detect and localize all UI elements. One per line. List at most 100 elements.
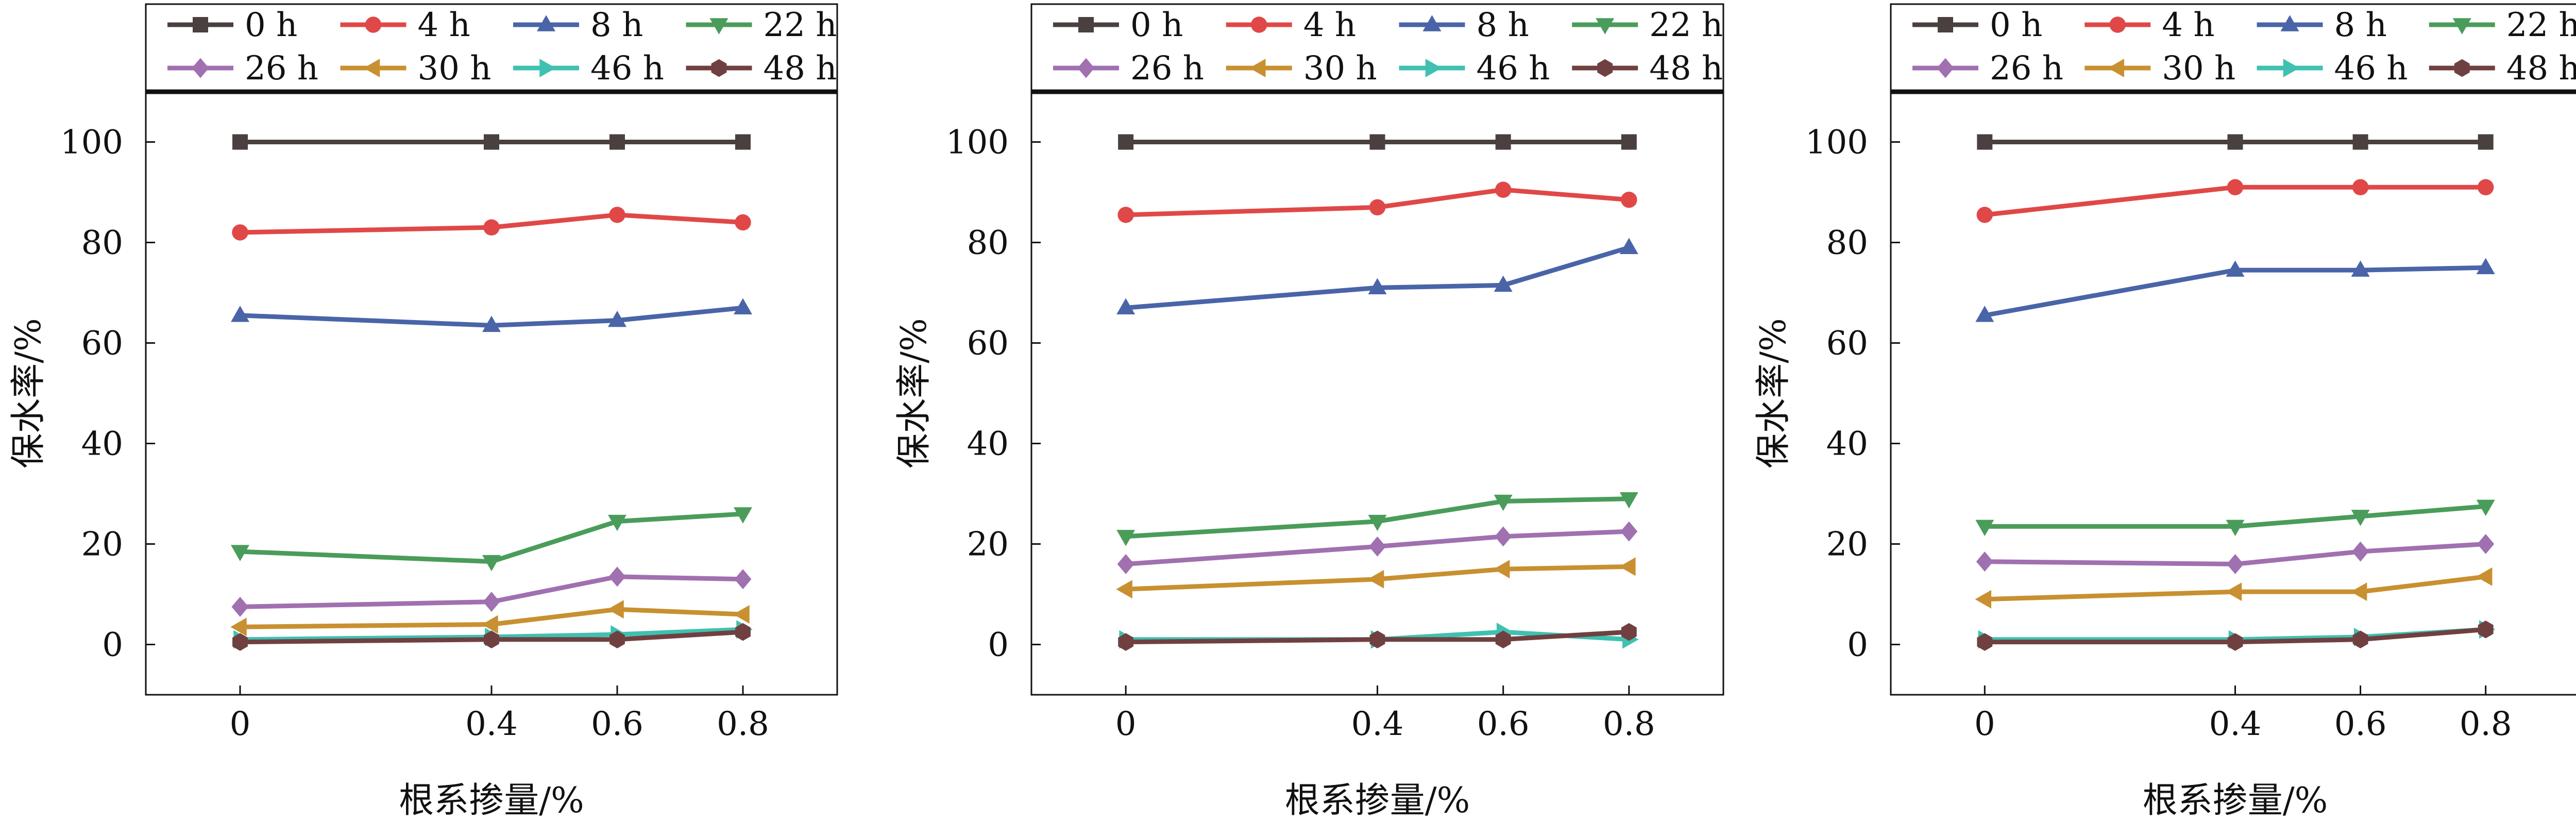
legend-label: 8 h: [2334, 6, 2387, 44]
series-line: [1126, 187, 1630, 217]
legend-item: 22 h: [686, 6, 837, 44]
data-point: [1619, 492, 1638, 509]
legend-item: 26 h: [1912, 49, 2063, 88]
legend-marker: [1425, 59, 1442, 77]
series-line: [240, 574, 743, 609]
legend-item: 46 h: [2257, 49, 2408, 88]
legend-label: 22 h: [2506, 6, 2576, 44]
data-point: [1975, 590, 1992, 609]
y-tick-label: 100: [1805, 124, 1868, 162]
data-point: [1368, 514, 1387, 531]
y-tick-label: 20: [967, 526, 1009, 564]
x-axis-title: 根系掺量/%: [1285, 780, 1470, 820]
data-point: [232, 134, 248, 150]
series-line: [1125, 564, 1629, 592]
y-tick-label: 20: [81, 526, 123, 564]
y-tick-label: 100: [60, 124, 123, 162]
data-point: [2227, 134, 2243, 150]
legend-item: 4 h: [340, 6, 470, 44]
legend-marker: [1937, 58, 1954, 78]
data-point: [1117, 554, 1134, 574]
x-tick-label: 0: [1974, 705, 1995, 743]
series-line: [240, 607, 743, 629]
series-48h: [232, 623, 751, 651]
legend-label: 22 h: [764, 6, 837, 44]
data-point: [1116, 580, 1132, 599]
y-tick-label: 40: [967, 425, 1009, 463]
series-line: [1985, 627, 2486, 645]
data-point: [2352, 134, 2368, 150]
legend-label: 26 h: [245, 49, 318, 88]
legend-label: 46 h: [2334, 49, 2408, 88]
y-tick-label: 100: [946, 124, 1009, 162]
series-4h: [232, 207, 751, 241]
legend-label: 46 h: [590, 49, 664, 88]
data-point: [1976, 207, 1993, 223]
x-axis-title: 根系掺量/%: [2143, 780, 2328, 820]
legend-marker: [1077, 58, 1095, 78]
legend-marker: [2280, 15, 2299, 31]
y-axis-title: 保水率/%: [894, 318, 935, 468]
series-26h: [1117, 521, 1638, 574]
data-point: [2227, 633, 2243, 651]
data-point: [1494, 494, 1513, 511]
legend-label: 48 h: [2506, 49, 2576, 88]
data-point: [734, 298, 752, 314]
data-point: [2476, 258, 2495, 274]
data-point: [2350, 582, 2367, 601]
legend-marker: [539, 59, 556, 77]
data-point: [608, 514, 626, 531]
legend-item: 0 h: [1053, 6, 1183, 44]
series-line: [240, 629, 743, 645]
y-tick-label: 80: [1826, 224, 1868, 262]
x-axis-title: 根系掺量/%: [399, 780, 584, 820]
series-30h: [230, 600, 750, 637]
legend-item: 26 h: [167, 49, 318, 88]
legend-marker: [2283, 59, 2300, 77]
y-axis-title: 保水率/%: [8, 318, 49, 468]
data-point: [2477, 179, 2494, 195]
data-point: [231, 545, 249, 561]
series-4h: [1976, 179, 2494, 223]
data-point: [1975, 306, 1994, 322]
y-tick-label: 0: [1847, 626, 1868, 664]
legend-item: 0 h: [1912, 6, 2042, 44]
y-axis-title: 保水率/%: [1753, 318, 1794, 468]
y-tick-label: 60: [967, 325, 1009, 363]
series-22h: [1116, 492, 1638, 546]
legend-item: 8 h: [513, 6, 643, 44]
legend-marker: [2108, 59, 2124, 77]
series-0h: [1118, 134, 1637, 150]
legend-item: 4 h: [2084, 6, 2215, 44]
legend-item: 8 h: [1399, 6, 1529, 44]
series-8h: [1116, 238, 1638, 314]
data-point: [1620, 521, 1638, 542]
data-point: [1495, 526, 1512, 547]
y-tick-label: 60: [81, 325, 123, 363]
data-point: [2476, 567, 2493, 586]
legend-label: 26 h: [1990, 49, 2063, 88]
data-point: [484, 630, 499, 648]
legend-label: 26 h: [1130, 49, 1204, 88]
legend-marker: [363, 59, 380, 77]
legend-label: 48 h: [764, 49, 837, 88]
data-point: [2477, 534, 2495, 554]
series-0h: [1977, 134, 2494, 150]
data-point: [2351, 510, 2370, 526]
data-point: [1621, 134, 1637, 150]
data-point: [2478, 621, 2494, 639]
data-point: [2226, 520, 2245, 537]
legend-item: 22 h: [2429, 6, 2576, 44]
legend-item: 48 h: [1572, 49, 1723, 88]
legend-item: 26 h: [1053, 49, 1204, 88]
data-point: [1495, 134, 1511, 150]
legend-marker: [709, 18, 728, 35]
data-point: [735, 134, 751, 150]
data-point: [2227, 554, 2244, 574]
series-22h: [231, 507, 752, 572]
legend-item: 4 h: [1226, 6, 1356, 44]
legend-marker: [2452, 18, 2471, 35]
data-point: [1621, 191, 1637, 208]
legend-item: 30 h: [2084, 49, 2235, 88]
data-point: [1977, 633, 1993, 651]
